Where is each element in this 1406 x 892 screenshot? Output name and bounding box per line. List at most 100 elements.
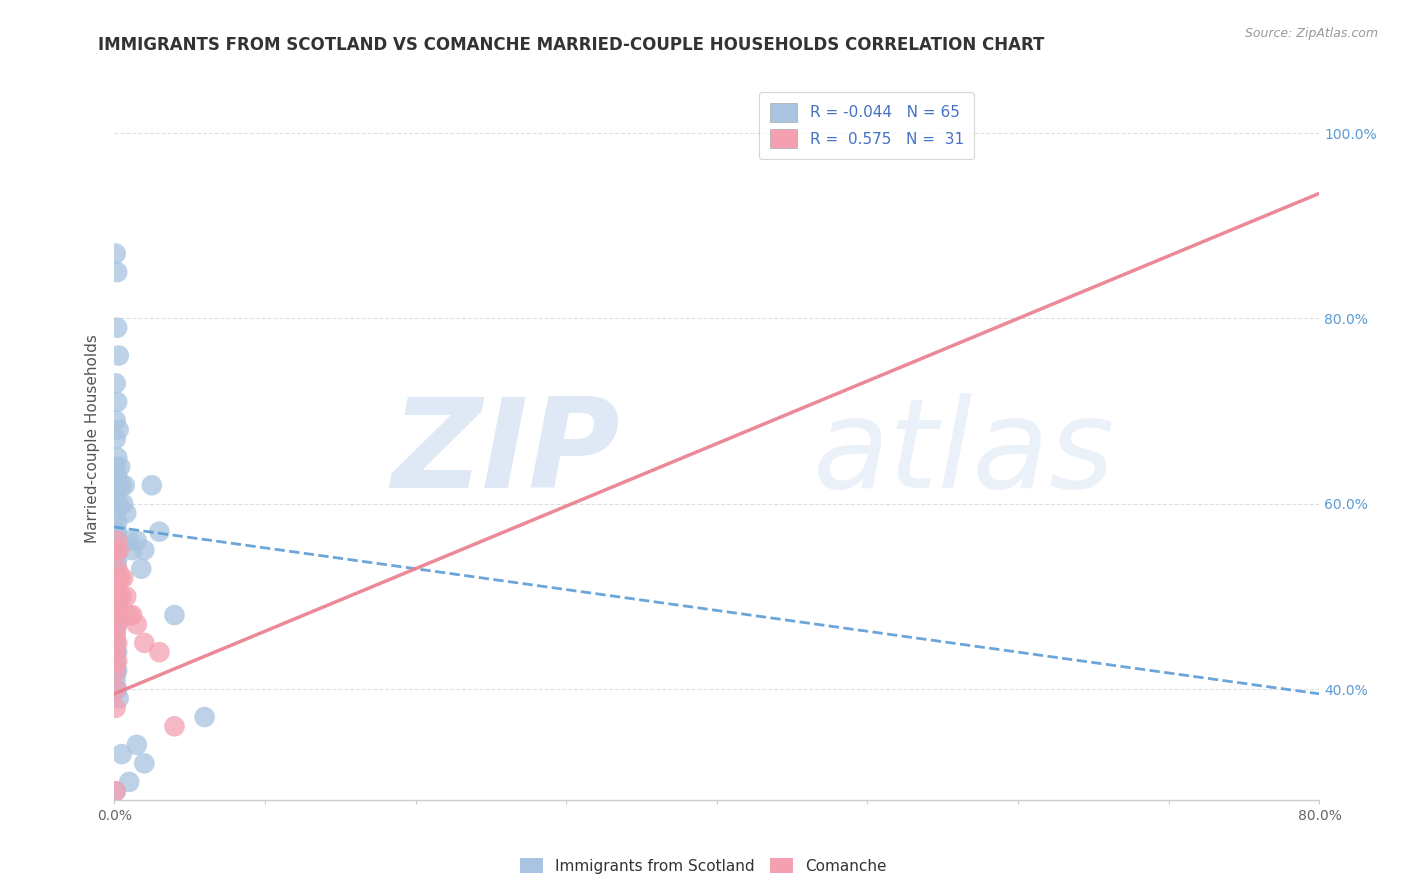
Point [105, 617, 128, 632]
Point [104, 626, 127, 640]
Point [104, 608, 127, 623]
Point [105, 580, 128, 594]
Point [105, 617, 128, 632]
Point [105, 533, 128, 548]
Point [104, 376, 127, 391]
Point [121, 543, 143, 558]
Point [104, 636, 127, 650]
Point [105, 524, 128, 539]
Point [105, 469, 128, 483]
Point [105, 664, 128, 678]
Point [104, 626, 127, 640]
Point [105, 590, 128, 604]
Point [107, 571, 129, 585]
Point [141, 478, 163, 492]
Point [104, 552, 127, 566]
Legend: R = -0.044   N = 65, R =  0.575   N =  31: R = -0.044 N = 65, R = 0.575 N = 31 [759, 92, 974, 159]
Point [107, 608, 129, 623]
Point [104, 664, 127, 678]
Point [148, 524, 170, 539]
Text: ZIP: ZIP [392, 392, 620, 514]
Point [115, 506, 138, 520]
Text: Source: ZipAtlas.com: Source: ZipAtlas.com [1244, 27, 1378, 40]
Y-axis label: Married-couple Households: Married-couple Households [86, 334, 100, 543]
Point [105, 562, 128, 576]
Point [104, 645, 127, 659]
Point [125, 738, 148, 752]
Point [104, 571, 127, 585]
Point [104, 654, 127, 668]
Point [104, 784, 127, 798]
Point [105, 654, 128, 668]
Point [105, 516, 128, 530]
Point [107, 533, 129, 548]
Point [105, 562, 128, 576]
Point [104, 506, 127, 520]
Point [105, 599, 128, 613]
Point [112, 497, 135, 511]
Point [104, 645, 127, 659]
Point [105, 265, 128, 279]
Point [104, 664, 127, 678]
Point [114, 478, 136, 492]
Point [105, 395, 128, 409]
Point [115, 590, 138, 604]
Point [107, 423, 129, 437]
Point [105, 543, 128, 558]
Point [104, 543, 127, 558]
Point [104, 617, 127, 632]
Point [107, 543, 129, 558]
Point [107, 590, 129, 604]
Point [107, 691, 129, 706]
Point [104, 700, 127, 714]
Point [104, 571, 127, 585]
Point [104, 682, 127, 697]
Point [104, 784, 127, 798]
Point [107, 497, 129, 511]
Point [104, 543, 127, 558]
Point [118, 533, 141, 548]
Point [163, 608, 186, 623]
Point [107, 349, 129, 363]
Point [118, 775, 141, 789]
Legend: Immigrants from Scotland, Comanche: Immigrants from Scotland, Comanche [513, 852, 893, 880]
Point [111, 590, 134, 604]
Text: IMMIGRANTS FROM SCOTLAND VS COMANCHE MARRIED-COUPLE HOUSEHOLDS CORRELATION CHART: IMMIGRANTS FROM SCOTLAND VS COMANCHE MAR… [98, 36, 1045, 54]
Point [104, 673, 127, 687]
Point [148, 645, 170, 659]
Point [104, 580, 127, 594]
Point [104, 590, 127, 604]
Point [118, 608, 141, 623]
Point [163, 719, 186, 733]
Point [104, 590, 127, 604]
Point [110, 571, 132, 585]
Point [125, 617, 148, 632]
Point [104, 524, 127, 539]
Point [134, 543, 156, 558]
Point [105, 682, 128, 697]
Point [105, 450, 128, 465]
Text: atlas: atlas [813, 392, 1115, 514]
Point [104, 413, 127, 427]
Point [105, 636, 128, 650]
Point [112, 571, 135, 585]
Point [111, 747, 134, 761]
Point [121, 608, 143, 623]
Point [134, 636, 156, 650]
Point [105, 552, 128, 566]
Point [110, 459, 132, 474]
Point [131, 562, 153, 576]
Point [105, 478, 128, 492]
Point [104, 599, 127, 613]
Point [104, 487, 127, 501]
Point [104, 562, 127, 576]
Point [194, 710, 217, 724]
Point [104, 459, 127, 474]
Point [134, 756, 156, 771]
Point [125, 533, 148, 548]
Point [105, 320, 128, 334]
Point [111, 478, 134, 492]
Point [105, 645, 128, 659]
Point [104, 432, 127, 446]
Point [104, 246, 127, 260]
